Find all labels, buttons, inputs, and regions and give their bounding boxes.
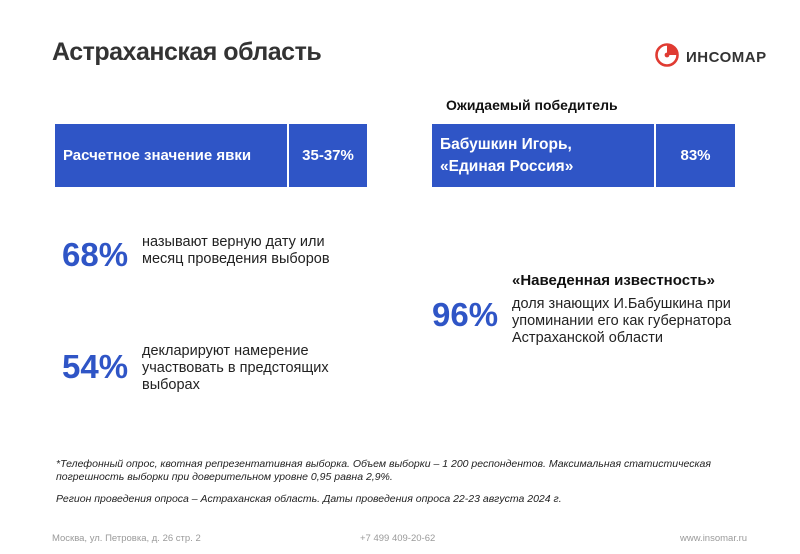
winner-value: 83% — [654, 124, 735, 187]
logo-text: ИНСОМАР — [686, 49, 767, 66]
footer-phone: +7 499 409-20-62 — [360, 533, 436, 544]
winner-name-line1: Бабушкин Игорь, — [440, 135, 572, 153]
winner-name: Бабушкин Игорь, «Единая Россия» — [432, 124, 654, 187]
logo: ИНСОМАР — [654, 42, 767, 73]
stat-text: декларируют намерение участвовать в пред… — [142, 343, 329, 393]
winner-table: Бабушкин Игорь, «Единая Россия» 83% — [432, 124, 735, 187]
turnout-value: 35-37% — [287, 124, 367, 187]
awareness-heading: «Наведенная известность» — [512, 272, 715, 289]
stat-awareness: 96% доля знающих И.Бабушкина при упомина… — [432, 296, 731, 347]
turnout-label: Расчетное значение явки — [63, 147, 252, 164]
note-region-dates: Регион проведения опроса – Астраханская … — [56, 493, 562, 505]
stat-value: 68% — [62, 236, 129, 273]
survey-notes: *Телефонный опрос, квотная репрезентатив… — [56, 458, 756, 515]
page-title: Астраханская область — [52, 38, 322, 66]
stat-date-awareness: 68% называют верную дату или месяц прове… — [62, 234, 330, 271]
footer-website: www.insomar.ru — [680, 533, 748, 544]
note-methodology: *Телефонный опрос, квотная репрезентатив… — [56, 458, 711, 483]
stat-text: называют верную дату или месяц проведени… — [142, 234, 330, 267]
stat-participation: 54% декларируют намерение участвовать в … — [62, 343, 329, 394]
turnout-table: Расчетное значение явки 35-37% — [55, 124, 367, 187]
stat-value: 96% — [432, 296, 499, 333]
footer-address: Москва, ул. Петровка, д. 26 стр. 2 — [52, 533, 201, 544]
stat-text: доля знающих И.Бабушкина при упоминании … — [512, 296, 732, 346]
stat-value: 54% — [62, 348, 129, 385]
winner-heading: Ожидаемый победитель — [446, 97, 618, 113]
winner-name-line2: «Единая Россия» — [440, 157, 574, 175]
insomar-logo-icon — [654, 42, 680, 73]
